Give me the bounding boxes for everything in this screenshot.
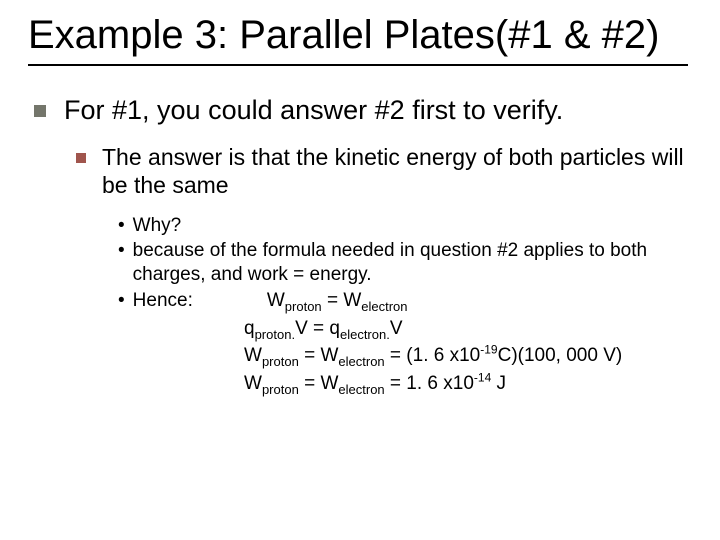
lvl2-text: The answer is that the kinetic energy of… — [102, 144, 692, 199]
title-underline — [28, 64, 688, 66]
bullet-level-3: • Hence: Wproton = Welectron — [118, 289, 692, 315]
eq1: Wproton = Welectron — [267, 290, 408, 311]
eq3: Wproton = Welectron = (1. 6 x10-19C)(100… — [244, 345, 622, 366]
eq4: Wproton = Welectron = 1. 6 x10-14 J — [244, 373, 506, 394]
slide-title: Example 3: Parallel Plates(#1 & #2) — [28, 12, 692, 58]
eq2: qproton.V = qelectron.V — [244, 318, 403, 339]
square-bullet-icon — [34, 105, 46, 117]
equation-row: Wproton = Welectron = 1. 6 x10-14 J — [168, 370, 692, 397]
lvl1-text: For #1, you could answer #2 first to ver… — [64, 94, 563, 126]
lvl3-text-why: Why? — [133, 214, 182, 238]
dot-bullet-icon: • — [118, 239, 125, 287]
lvl3-text-hence: Hence: Wproton = Welectron — [133, 289, 408, 315]
equation-row: Wproton = Welectron = (1. 6 x10-19C)(100… — [168, 343, 692, 370]
dot-bullet-icon: • — [118, 289, 125, 315]
lvl3-text-formula: because of the formula needed in questio… — [133, 239, 692, 287]
bullet-level-3: • Why? — [118, 214, 692, 238]
bullet-level-1: For #1, you could answer #2 first to ver… — [34, 94, 692, 126]
bullet-level-3: • because of the formula needed in quest… — [118, 239, 692, 287]
slide: Example 3: Parallel Plates(#1 & #2) For … — [0, 0, 720, 540]
dot-bullet-icon: • — [118, 214, 125, 238]
square-bullet-icon — [76, 153, 86, 163]
bullet-level-2: The answer is that the kinetic energy of… — [76, 144, 692, 199]
equation-row: qproton.V = qelectron.V — [168, 317, 692, 343]
hence-label: Hence: — [133, 290, 193, 311]
